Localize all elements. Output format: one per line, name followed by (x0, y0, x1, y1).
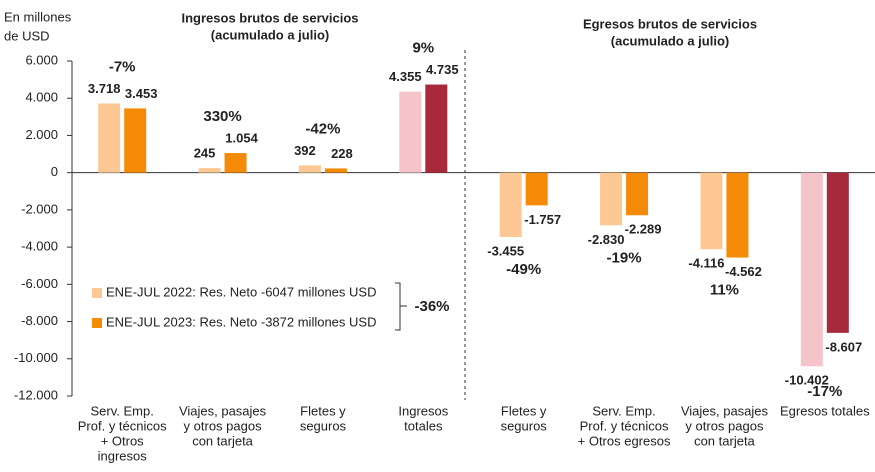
x-tick-label: Viajes, pasajes (179, 403, 267, 418)
change-label: -19% (607, 249, 642, 266)
bar (98, 103, 121, 173)
x-tick-label: ingresos (98, 448, 148, 463)
bar (826, 172, 849, 333)
bar (224, 153, 247, 173)
legend-swatch (92, 318, 102, 328)
x-tick-label: Viajes, pasajes (681, 403, 769, 418)
bar (726, 172, 749, 258)
bar (425, 84, 448, 173)
x-tick-label: con tarjeta (192, 433, 253, 448)
change-label: -7% (109, 58, 136, 75)
legend-swatch (92, 288, 102, 298)
bar (499, 172, 522, 237)
value-label: 4.735 (426, 62, 459, 77)
value-label: 1.054 (225, 130, 258, 145)
section-title: (acumulado a julio) (211, 27, 329, 42)
value-label: -2.830 (588, 232, 625, 247)
x-tick-label: Serv. Emp. (91, 403, 154, 418)
bar (626, 172, 649, 216)
x-tick-label: Egresos totales (780, 403, 870, 418)
bar (800, 172, 823, 367)
x-tick-label: Fletes y (501, 403, 547, 418)
x-tick-label: y otros pagos (184, 418, 263, 433)
x-tick-label: Serv. Emp. (592, 403, 655, 418)
y-axis-label: de USD (4, 28, 50, 43)
x-tick-label: Prof. y técnicos (580, 418, 669, 433)
change-label: -42% (305, 120, 340, 137)
value-label: -1.757 (524, 212, 561, 227)
y-tick-label: -2.000 (21, 201, 58, 216)
x-tick-label: Ingresos (398, 403, 448, 418)
x-tick-label: + Otros (101, 433, 144, 448)
bar (525, 172, 548, 206)
y-tick-label: 6.000 (25, 52, 58, 67)
bar (700, 172, 723, 250)
bar (600, 172, 623, 226)
bar (198, 168, 221, 173)
change-label: -17% (807, 383, 842, 400)
y-tick-label: 0 (51, 164, 58, 179)
y-tick-label: -12.000 (14, 387, 58, 402)
legend-label: ENE-JUL 2022: Res. Neto -6047 millones U… (106, 284, 376, 299)
x-tick-label: con tarjeta (694, 433, 755, 448)
bar (124, 108, 147, 173)
y-axis-label: En millones (4, 9, 72, 24)
x-tick-label: y otros pagos (685, 418, 764, 433)
net-change-label: -36% (414, 298, 449, 315)
y-tick-label: -4.000 (21, 239, 58, 254)
y-tick-label: 4.000 (25, 90, 58, 105)
change-label: 9% (412, 40, 434, 57)
section-title: (acumulado a julio) (611, 33, 729, 48)
value-label: 245 (194, 146, 216, 161)
bar (298, 165, 321, 173)
x-tick-label: Prof. y técnicos (78, 418, 167, 433)
value-label: -4.562 (725, 264, 762, 279)
bar (324, 168, 347, 173)
bar (399, 91, 422, 173)
legend-bracket (395, 282, 407, 331)
y-tick-label: -8.000 (21, 313, 58, 328)
legend-label: ENE-JUL 2023: Res. Neto -3872 millones U… (106, 314, 376, 329)
x-tick-label: seguros (300, 418, 347, 433)
x-tick-label: Fletes y (300, 403, 346, 418)
x-tick-label: totales (404, 418, 443, 433)
change-label: 330% (203, 108, 241, 125)
value-label: -4.116 (688, 256, 724, 271)
x-tick-label: + Otros egresos (578, 433, 671, 448)
value-label: 228 (331, 146, 353, 161)
value-label: 3.718 (88, 81, 121, 96)
value-label: -8.607 (825, 339, 862, 354)
value-label: 3.453 (125, 86, 158, 101)
x-tick-label: seguros (501, 418, 548, 433)
value-label: 4.355 (389, 69, 422, 84)
change-label: -49% (506, 261, 541, 278)
value-label: -10.402 (785, 373, 829, 388)
section-title: Ingresos brutos de servicios (181, 10, 358, 25)
y-tick-label: 2.000 (25, 127, 58, 142)
value-label: -2.289 (625, 222, 662, 237)
y-tick-label: -10.000 (14, 350, 58, 365)
section-title: Egresos brutos de servicios (583, 16, 757, 31)
value-label: 392 (294, 143, 316, 158)
y-tick-label: -6.000 (21, 276, 58, 291)
value-label: -3.455 (487, 243, 524, 258)
change-label: 11% (710, 282, 739, 299)
